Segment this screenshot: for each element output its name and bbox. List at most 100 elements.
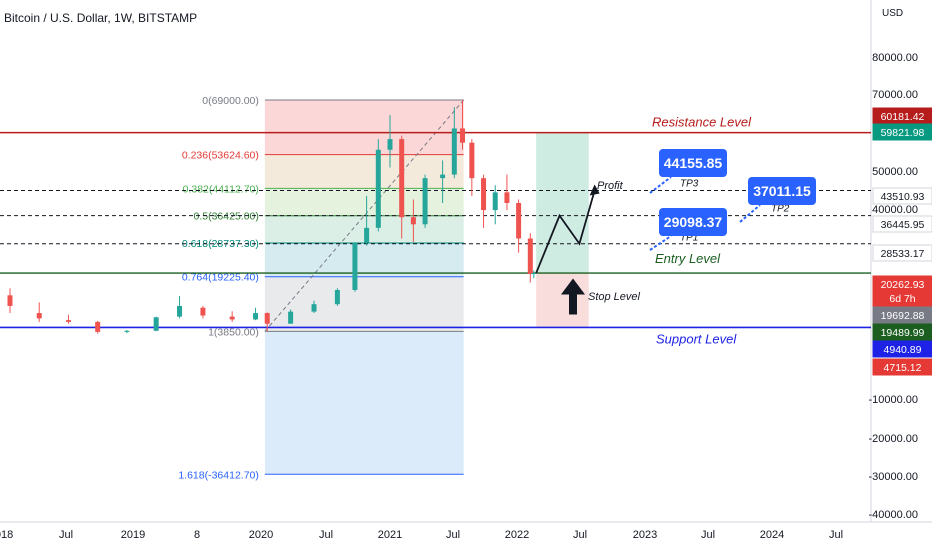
price-tick-label: 70000.00 — [872, 89, 918, 101]
time-tick-label: Jul — [829, 529, 843, 541]
price-badge: 28533.17 — [872, 244, 932, 262]
time-tick-label: 2022 — [505, 529, 529, 541]
price-badge: 4715.12 — [872, 358, 932, 376]
candle — [410, 217, 416, 225]
callout-tp2-box — [748, 177, 816, 205]
fib-level-label: 0(69000.00) — [202, 95, 259, 107]
candle — [399, 139, 405, 218]
candle — [65, 320, 71, 322]
price-tick-label: 40000.00 — [872, 204, 918, 216]
callout-tp3-text: 44155.85 — [664, 155, 723, 171]
time-tick-label: Jul — [701, 529, 715, 541]
fib-level-label: 1.618(-36412.70) — [178, 469, 259, 481]
fib-zone — [264, 242, 464, 277]
price-badge: 6d 7h — [872, 289, 932, 307]
candle — [451, 128, 457, 175]
callout-tp2-pointer — [739, 204, 761, 223]
time-tick-label: 2020 — [249, 529, 273, 541]
time-tick-label: 2019 — [121, 529, 145, 541]
up-arrow-icon — [561, 278, 585, 315]
stop-zone — [536, 273, 589, 328]
time-tick-label: Jul — [59, 529, 73, 541]
price-badge-bg — [872, 215, 932, 233]
resistance-label: Resistance Level — [652, 115, 752, 130]
fib-level-label: 0.236(53624.60) — [182, 150, 259, 162]
fib-zone — [264, 154, 464, 189]
price-tick-label: -20000.00 — [868, 433, 918, 445]
price-tick-label: 50000.00 — [872, 166, 918, 178]
price-tick-label: -40000.00 — [868, 509, 918, 521]
time-tick-label: Jul — [446, 529, 460, 541]
price-tick-label: -10000.00 — [868, 394, 918, 406]
price-badge-bg — [872, 289, 932, 307]
candle — [481, 178, 487, 211]
price-badge-bg — [872, 123, 932, 141]
price-badge-text: 43510.93 — [881, 191, 925, 203]
candle — [469, 142, 475, 179]
fib-level-label: 0.382(44112.70) — [183, 183, 259, 195]
candle — [177, 305, 183, 317]
tp3-label: TP3 — [680, 179, 699, 190]
fib-level-label: 0.5(36425.00) — [194, 211, 259, 223]
price-badge: 60181.42 — [872, 107, 932, 125]
candle — [492, 192, 498, 211]
candle — [422, 178, 428, 225]
stop-label: Stop Level — [588, 291, 641, 303]
time-tick-label: Jul — [319, 529, 333, 541]
price-badge-bg — [872, 340, 932, 358]
candle — [531, 273, 537, 275]
candle — [200, 307, 206, 316]
price-badge: 43510.93 — [872, 187, 932, 205]
candle — [516, 203, 522, 239]
price-badge-text: 19692.88 — [881, 310, 925, 322]
callout-tp3-pointer — [649, 176, 672, 194]
candle — [352, 242, 358, 290]
price-badge: 19489.99 — [872, 323, 932, 341]
fib-trend-line — [264, 99, 465, 332]
callout-tp1-text: 29098.37 — [664, 214, 723, 230]
candle — [36, 313, 42, 319]
price-badge: 59821.98 — [872, 123, 932, 141]
candle — [253, 313, 259, 320]
projection-arrowhead — [589, 184, 600, 196]
price-badge-text: 6d 7h — [889, 293, 915, 305]
time-tick-label: 018 — [0, 529, 13, 541]
time-tick-label: 2021 — [378, 529, 402, 541]
candle — [229, 316, 235, 320]
candle — [153, 317, 159, 331]
callout-tp2-text: 37011.15 — [753, 183, 811, 199]
callout-tp1: 29098.37 — [649, 208, 727, 251]
callout-tp3: 44155.85 — [649, 149, 727, 194]
fib-level-label: 0.764(19225.40) — [182, 272, 259, 284]
price-badge-text: 20262.93 — [881, 279, 925, 291]
price-badge: 20262.93 — [872, 275, 932, 293]
candle — [375, 149, 381, 228]
support-label: Support Level — [656, 331, 737, 346]
price-badge: 36445.95 — [872, 215, 932, 233]
price-badge-text: 4940.89 — [884, 344, 922, 356]
price-badge-text: 60181.42 — [881, 111, 925, 123]
candle — [311, 304, 317, 312]
time-tick-label: Jul — [573, 529, 587, 541]
candle — [95, 321, 101, 332]
time-tick-label: 2023 — [633, 529, 657, 541]
callout-tp1-pointer — [649, 235, 672, 251]
candle — [504, 192, 510, 203]
tp1-label: TP1 — [680, 233, 698, 244]
projected-path — [535, 190, 596, 274]
price-badge-text: 59821.98 — [881, 127, 925, 139]
entry-label: Entry Level — [655, 251, 721, 266]
callout-tp1-box — [659, 208, 727, 236]
price-badge-bg — [872, 244, 932, 262]
profit-label: Profit — [597, 180, 624, 192]
price-tick-label: 80000.00 — [872, 52, 918, 64]
candle — [264, 313, 270, 324]
candle — [334, 289, 340, 305]
price-badge: 4940.89 — [872, 340, 932, 358]
candle — [7, 295, 13, 306]
candle — [387, 139, 393, 150]
fib-level-label: 1(3850.00) — [208, 326, 259, 338]
time-tick-label: 8 — [194, 529, 200, 541]
